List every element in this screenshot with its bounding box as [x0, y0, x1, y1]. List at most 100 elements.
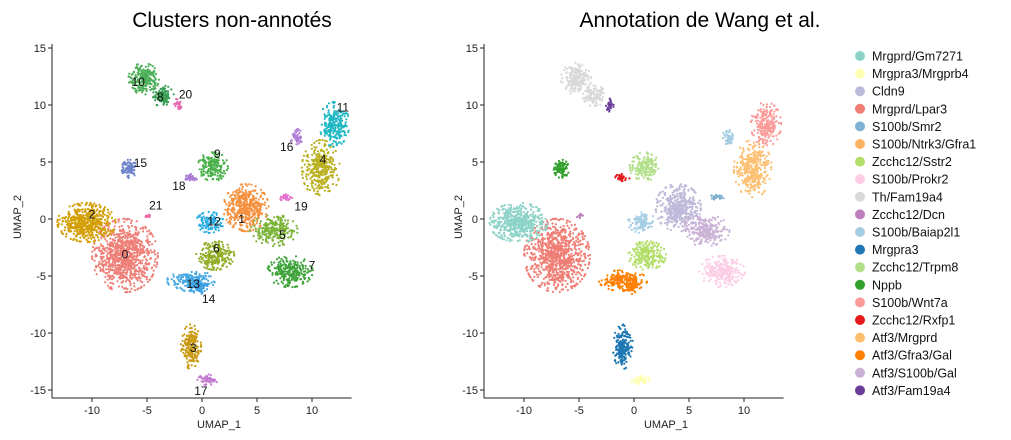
- data-point: [57, 225, 60, 228]
- data-point: [296, 227, 299, 230]
- data-point: [196, 340, 199, 343]
- data-point: [109, 237, 112, 240]
- cluster-label-4: 4: [320, 153, 327, 167]
- data-point: [304, 267, 307, 270]
- data-point: [186, 355, 189, 358]
- data-point: [108, 277, 111, 280]
- data-point: [153, 70, 156, 73]
- data-point: [260, 194, 263, 197]
- data-point: [222, 252, 226, 255]
- data-point: [324, 115, 327, 118]
- data-point: [153, 260, 156, 263]
- data-point: [84, 208, 87, 211]
- data-point: [112, 228, 115, 231]
- data-point: [151, 74, 154, 77]
- data-point: [271, 238, 274, 241]
- data-point: [202, 286, 205, 290]
- data-point: [315, 140, 318, 143]
- data-point: [566, 282, 569, 285]
- data-point: [338, 162, 341, 165]
- data-point: [296, 128, 299, 131]
- data-point: [239, 207, 242, 210]
- data-point: [120, 255, 123, 258]
- data-point: [315, 146, 318, 149]
- data-point: [296, 136, 300, 139]
- data-point: [147, 250, 150, 253]
- data-point: [208, 253, 212, 257]
- data-point: [240, 183, 244, 186]
- data-point: [332, 120, 335, 123]
- data-point: [344, 121, 347, 124]
- data-point: [141, 281, 144, 284]
- data-point: [91, 205, 94, 208]
- data-point: [199, 341, 202, 344]
- data-point: [200, 345, 203, 348]
- data-point: [104, 264, 107, 267]
- data-point: [113, 262, 117, 265]
- data-point: [217, 177, 220, 180]
- data-point: [292, 238, 295, 241]
- data-point: [167, 85, 170, 88]
- data-point: [86, 226, 89, 229]
- data-point: [109, 250, 112, 253]
- data-point: [299, 139, 302, 142]
- data-point: [217, 169, 220, 172]
- data-point: [231, 210, 234, 214]
- data-point: [104, 281, 107, 284]
- data-point: [229, 221, 232, 224]
- data-point: [101, 264, 104, 267]
- data-point: [226, 165, 229, 168]
- data-point: [278, 256, 281, 259]
- data-point: [203, 254, 206, 257]
- data-point: [279, 265, 282, 268]
- data-point: [148, 76, 151, 79]
- data-point: [105, 222, 108, 225]
- data-point: [137, 273, 140, 276]
- data-point: [95, 254, 98, 257]
- data-point: [265, 239, 268, 242]
- data-point: [295, 139, 298, 142]
- data-point: [575, 282, 578, 285]
- data-point: [288, 230, 291, 233]
- data-point: [185, 325, 188, 328]
- data-point: [273, 221, 276, 224]
- data-point: [346, 114, 350, 117]
- data-point: [327, 177, 330, 180]
- data-point: [221, 217, 224, 220]
- data-point: [147, 62, 150, 66]
- data-point: [301, 176, 304, 180]
- data-point: [75, 217, 78, 220]
- data-point: [286, 232, 289, 235]
- data-point: [566, 224, 569, 227]
- data-point: [154, 72, 157, 75]
- cluster-label-1: 1: [238, 212, 245, 226]
- data-point: [112, 238, 115, 241]
- data-point: [226, 192, 229, 195]
- data-point: [245, 222, 248, 225]
- data-point: [211, 172, 214, 175]
- data-point: [321, 139, 324, 142]
- data-point: [211, 283, 215, 286]
- data-point: [127, 225, 130, 228]
- data-point: [68, 220, 71, 223]
- data-point: [289, 260, 292, 264]
- data-point: [571, 232, 575, 235]
- data-point: [313, 146, 316, 149]
- data-point: [562, 288, 565, 291]
- data-point: [162, 86, 165, 89]
- data-point: [212, 177, 215, 180]
- data-point: [130, 166, 133, 170]
- data-point: [327, 190, 330, 193]
- data-point: [325, 106, 328, 109]
- data-point: [195, 359, 198, 362]
- data-point: [539, 261, 542, 264]
- data-point: [564, 279, 567, 282]
- data-point: [323, 170, 326, 173]
- data-point: [225, 218, 228, 221]
- data-point: [557, 283, 560, 286]
- data-point: [316, 167, 319, 170]
- data-point: [261, 197, 265, 200]
- data-point: [84, 210, 87, 213]
- data-point: [105, 268, 108, 271]
- data-point: [111, 262, 114, 265]
